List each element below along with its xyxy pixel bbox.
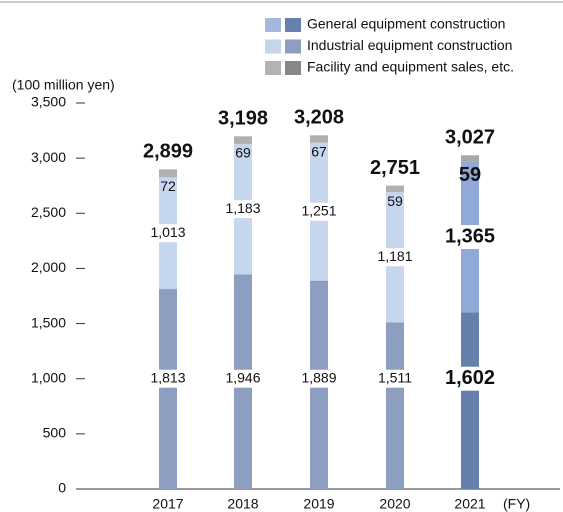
y-tick-label: 1,500 — [31, 314, 66, 330]
bar-segment — [386, 322, 404, 489]
y-tick-label: 3,500 — [31, 94, 66, 110]
total-label: 2,751 — [370, 157, 420, 179]
label-bg — [226, 369, 260, 388]
y-axis-label: (100 million yen) — [12, 77, 115, 93]
x-tick-label: 2018 — [227, 496, 258, 512]
data-label: 1,365 — [445, 225, 495, 247]
label-bg — [226, 200, 260, 219]
data-label: 1,013 — [150, 224, 185, 240]
total-label: 3,198 — [218, 108, 268, 130]
legend-label: General equipment construction — [307, 16, 505, 32]
y-tick-label: 2,000 — [31, 259, 66, 275]
legend-swatch — [285, 61, 301, 75]
label-bg — [302, 369, 336, 388]
total-label: 3,208 — [294, 106, 344, 128]
bar-segment — [159, 169, 177, 178]
total-label: 3,027 — [445, 126, 495, 148]
x-tick-label: 2019 — [303, 496, 334, 512]
bar-segment — [234, 136, 252, 144]
y-tick-label: 0 — [58, 480, 66, 496]
x-tick-label: 2021 — [454, 496, 485, 512]
x-tick-label: 2017 — [152, 496, 183, 512]
data-label: 1,183 — [225, 200, 260, 216]
data-label: 1,251 — [301, 202, 336, 218]
y-tick-label: 1,000 — [31, 369, 66, 385]
label-bg — [302, 202, 336, 221]
x-tick-label: 2020 — [379, 496, 410, 512]
data-label: 59 — [459, 164, 481, 186]
legend-label: Facility and equipment sales, etc. — [307, 59, 514, 75]
data-label: 59 — [387, 193, 403, 209]
label-bg — [448, 366, 492, 391]
data-label: 69 — [235, 145, 251, 161]
bar-segment — [461, 312, 479, 489]
data-label: 1,889 — [301, 369, 336, 385]
y-tick-label: 2,500 — [31, 204, 66, 220]
legend-swatch — [265, 39, 281, 54]
bar-segment — [310, 135, 328, 143]
data-label: 72 — [160, 178, 176, 194]
label-bg — [448, 225, 492, 250]
bar-segment — [386, 185, 404, 193]
label-bg — [378, 369, 412, 388]
bar-segment — [159, 289, 177, 489]
data-label: 1,602 — [445, 367, 495, 389]
legend-swatch — [285, 18, 301, 32]
data-label: 1,813 — [150, 369, 185, 385]
legend-label: Industrial equipment construction — [307, 37, 512, 53]
data-label: 67 — [311, 143, 327, 159]
data-label: 1,511 — [378, 369, 412, 385]
label-bg — [151, 224, 185, 243]
data-label: 1,181 — [377, 248, 412, 264]
total-label: 2,899 — [143, 141, 193, 163]
legend-swatch — [265, 61, 281, 75]
y-tick-label: 3,000 — [31, 149, 66, 165]
label-bg — [151, 369, 185, 388]
legend-swatch — [285, 39, 301, 54]
bar-segment — [461, 155, 479, 162]
x-axis-label: (FY) — [503, 496, 530, 512]
legend-swatch — [265, 18, 281, 32]
y-tick-label: 500 — [43, 425, 67, 441]
label-bg — [378, 248, 412, 267]
data-label: 1,946 — [225, 369, 260, 385]
